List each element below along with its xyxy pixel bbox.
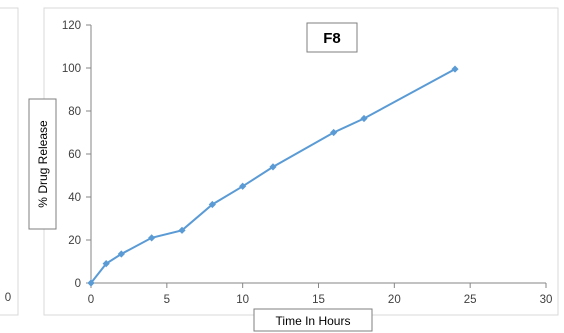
y-axis-title: % Drug Release bbox=[36, 120, 50, 208]
x-axis-title: Time In Hours bbox=[276, 314, 351, 328]
x-tick-label: 20 bbox=[388, 294, 401, 306]
left-chart-fragment-tick: 0 bbox=[5, 292, 11, 304]
x-tick-label: 5 bbox=[164, 294, 170, 306]
x-tick-label: 10 bbox=[236, 294, 249, 306]
chart-title: F8 bbox=[323, 30, 341, 47]
series-markers bbox=[87, 65, 459, 287]
data-point bbox=[239, 182, 247, 190]
data-point bbox=[208, 200, 216, 209]
x-tick-label: 0 bbox=[88, 294, 94, 306]
left-chart-fragment-frame bbox=[0, 7, 19, 316]
data-point bbox=[330, 128, 338, 137]
y-tick-label: 120 bbox=[62, 20, 81, 32]
y-tick-label: 60 bbox=[68, 149, 81, 161]
x-tick-label: 15 bbox=[312, 294, 325, 306]
data-point bbox=[269, 163, 277, 171]
y-axis-ticks: 0 20 40 60 80 100 120 bbox=[62, 20, 91, 290]
x-axis-ticks: 0 5 10 15 20 25 30 bbox=[88, 283, 553, 306]
data-point bbox=[451, 65, 459, 73]
y-tick-label: 80 bbox=[68, 106, 81, 118]
y-axis-title-box bbox=[28, 98, 57, 230]
y-tick-label: 40 bbox=[68, 192, 81, 204]
data-point bbox=[102, 260, 110, 268]
y-tick-label: 20 bbox=[68, 235, 81, 247]
y-tick-label: 100 bbox=[62, 63, 81, 75]
x-tick-label: 25 bbox=[464, 294, 477, 306]
data-point bbox=[178, 226, 186, 234]
chart-title-box bbox=[306, 22, 358, 53]
data-point bbox=[87, 279, 95, 287]
data-point bbox=[360, 114, 368, 123]
chart-area-frame bbox=[43, 7, 559, 316]
y-tick-label: 0 bbox=[75, 278, 81, 290]
data-point bbox=[148, 234, 156, 242]
x-axis-title-box bbox=[253, 308, 373, 332]
x-tick-label: 30 bbox=[540, 294, 553, 306]
data-point bbox=[117, 250, 125, 258]
